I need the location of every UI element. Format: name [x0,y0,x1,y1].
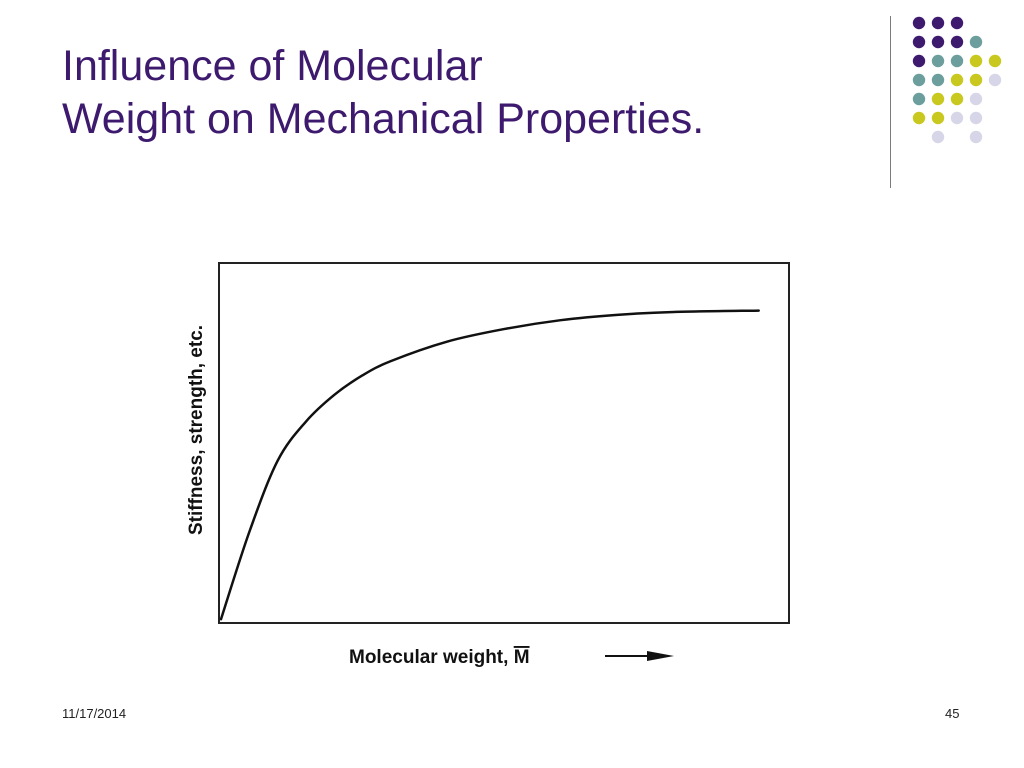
x-axis-arrow-head [647,651,674,661]
decorative-dot [950,16,964,30]
decorative-dot [931,73,945,87]
decorative-dot [931,35,945,49]
decorative-dot [931,111,945,125]
footer-date: 11/17/2014 [62,706,127,721]
decorative-dot [950,54,964,68]
decorative-dot [988,73,1002,87]
slide-title-line-1: Influence of Molecular [62,42,483,90]
decorative-dot [912,73,926,87]
decorative-dot [969,73,983,87]
decorative-dot [912,111,926,125]
decorative-dot [912,16,926,30]
plot-frame [218,262,790,624]
decorative-dot [969,92,983,106]
header-divider-line [890,16,891,188]
decorative-dot [931,92,945,106]
property-curve [219,309,760,621]
decorative-dot [969,130,983,144]
molecular-weight-chart: Stiffness, strength, etc. Molecular weig… [186,262,790,668]
decorative-dot [912,54,926,68]
slide-number: 45 [945,706,960,721]
decorative-dot [931,54,945,68]
decorative-dot [969,111,983,125]
decorative-dot [988,54,1002,68]
decorative-dot [950,73,964,87]
decorative-dot [950,111,964,125]
decorative-dot [950,92,964,106]
decorative-dot [912,92,926,106]
decorative-dot [969,35,983,49]
decorative-dot [931,130,945,144]
x-axis-label: Molecular weight, M [349,647,530,668]
y-axis-label: Stiffness, strength, etc. [186,325,207,535]
decorative-dot-grid [912,16,1002,144]
decorative-dot [931,16,945,30]
decorative-dot [969,54,983,68]
slide-title-line-2: Weight on Mechanical Properties. [62,95,705,143]
decorative-dot [912,35,926,49]
slide-title: Influence of Molecular Weight on Mechani… [62,40,704,146]
decorative-dot [950,35,964,49]
x-axis-label-symbol: M [514,647,530,668]
